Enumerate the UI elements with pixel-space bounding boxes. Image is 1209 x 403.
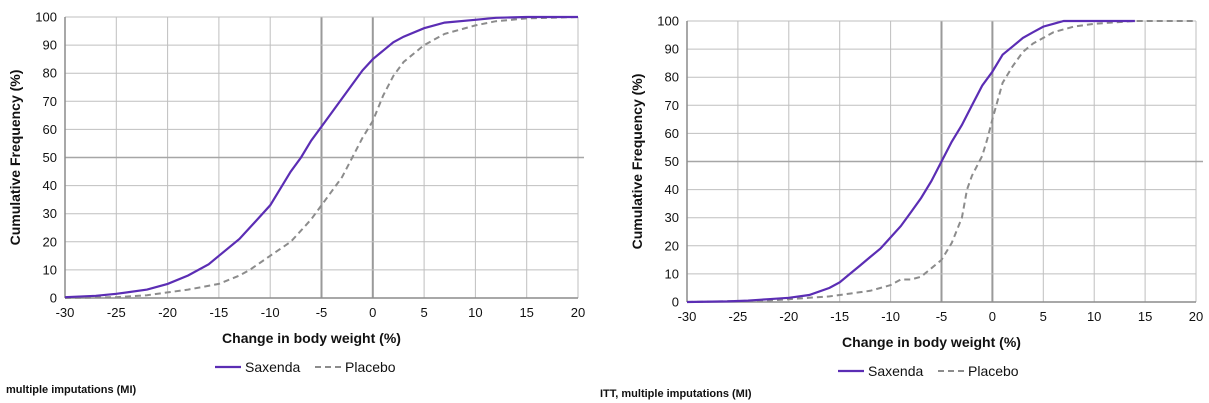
x-tick-label: -15 [830, 309, 849, 324]
y-tick-label: 80 [665, 70, 679, 85]
y-tick-label: 50 [43, 150, 57, 165]
y-tick-label: 40 [43, 178, 57, 193]
x-tick-label: -20 [779, 309, 798, 324]
x-tick-label: -5 [936, 309, 948, 324]
series-line-placebo [64, 16, 579, 299]
x-tick-label: 10 [468, 305, 482, 320]
x-tick-label: 20 [571, 305, 585, 320]
y-tick-label: 100 [657, 14, 679, 29]
footnote-right: ITT, multiple imputations (MI) [600, 388, 752, 400]
x-axis-title: Change in body weight (%) [222, 330, 401, 346]
y-tick-label: 20 [43, 234, 57, 249]
chart-right: -30 -25 -20 -15 -10 -5 0 5 10 15 20 0 10 20 30 40 50 60 70… [629, 14, 1203, 380]
y-tick-label: 90 [665, 42, 679, 57]
y-tick-label: 20 [665, 238, 679, 253]
x-tick-label: 0 [989, 309, 996, 324]
y-tick-label: 60 [43, 122, 57, 137]
y-tick-label: 60 [665, 126, 679, 141]
y-axis-title: Cumulative Frequency (%) [7, 70, 23, 246]
y-tick-label: 50 [665, 154, 679, 169]
y-tick-label: 0 [50, 291, 57, 306]
y-tick-label: 70 [43, 94, 57, 109]
y-tick-label: 70 [665, 98, 679, 113]
y-tick-label: 90 [43, 38, 57, 53]
y-tick-label: 10 [665, 266, 679, 281]
legend-label-placebo: Placebo [345, 359, 396, 375]
x-axis-title: Change in body weight (%) [842, 334, 1021, 350]
legend-label-saxenda: Saxenda [868, 363, 923, 379]
x-tick-label: -5 [316, 305, 328, 320]
x-tick-label: 20 [1189, 309, 1203, 324]
x-tick-label: 15 [519, 305, 533, 320]
y-tick-label: 10 [43, 262, 57, 277]
x-tick-label: 5 [420, 305, 427, 320]
x-tick-label: -25 [107, 305, 126, 320]
x-tick-label: -10 [881, 309, 900, 324]
footnote-left: multiple imputations (MI) [6, 384, 137, 396]
x-tick-label: 10 [1087, 309, 1101, 324]
y-tick-label: 100 [35, 10, 57, 25]
series-line-placebo [686, 20, 1196, 303]
legend-label-saxenda: Saxenda [245, 359, 300, 375]
x-tick-label: 15 [1138, 309, 1152, 324]
legend-label-placebo: Placebo [968, 363, 1019, 379]
series-line-saxenda [64, 15, 578, 299]
x-tick-label: -30 [678, 309, 697, 324]
y-tick-label: 30 [43, 206, 57, 221]
series-line-saxenda [686, 19, 1135, 304]
y-axis-title: Cumulative Frequency (%) [629, 74, 645, 250]
y-tick-label: 30 [665, 210, 679, 225]
y-tick-label: 40 [665, 182, 679, 197]
x-tick-label: -20 [158, 305, 177, 320]
y-tick-label: 80 [43, 66, 57, 81]
x-tick-label: -15 [210, 305, 229, 320]
chart-left: -30 -25 -20 -15 -10 -5 0 5 10 15 20 0 10 20 30 40 50 60 70… [7, 10, 585, 376]
x-tick-label: 0 [369, 305, 376, 320]
y-tick-label: 0 [672, 295, 679, 310]
x-tick-label: -25 [729, 309, 748, 324]
x-tick-label: -10 [261, 305, 280, 320]
x-tick-label: -30 [56, 305, 75, 320]
x-tick-label: 5 [1040, 309, 1047, 324]
